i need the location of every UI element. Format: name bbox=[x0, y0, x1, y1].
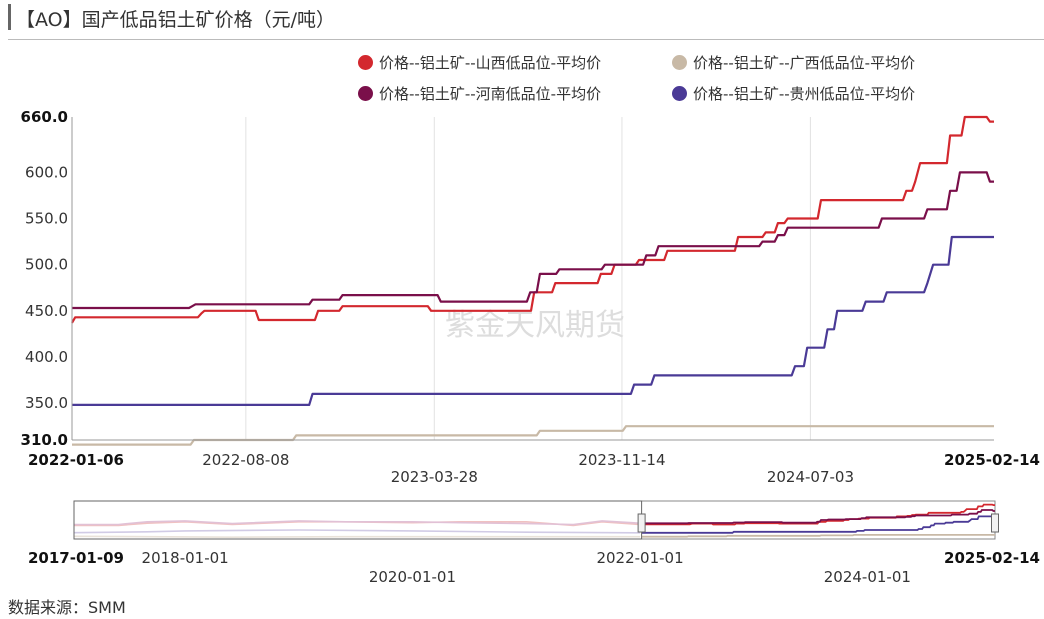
navigator-history-line-3 bbox=[73, 535, 641, 539]
series-line-3 bbox=[72, 235, 994, 406]
data-source: 数据来源：SMM bbox=[8, 598, 126, 617]
title-accent-bar bbox=[8, 4, 11, 30]
navigator-history-line-2 bbox=[73, 529, 641, 534]
chart-title: 【AO】国产低品铝土矿价格（元/吨） bbox=[16, 9, 336, 31]
navigator-tick-label: 2025-02-14 bbox=[944, 549, 1040, 567]
title-bar: 【AO】国产低品铝土矿价格（元/吨） bbox=[0, 0, 1044, 38]
y-tick-label: 660.0 bbox=[21, 108, 68, 126]
series-line-0 bbox=[71, 115, 994, 324]
navigator-tick-label: 2018-01-01 bbox=[142, 549, 229, 567]
legend-label-henan: 价格--铝土矿--河南低品位-平均价 bbox=[379, 84, 602, 103]
legend-marker-icon bbox=[672, 85, 687, 101]
y-tick-label: 600.0 bbox=[25, 163, 68, 181]
x-tick-label: 2024-07-03 bbox=[767, 468, 854, 486]
navigator-unselected-mask bbox=[73, 500, 643, 540]
legend-marker-icon bbox=[358, 54, 373, 70]
navigator-tick-label: 2020-01-01 bbox=[369, 568, 456, 586]
x-tick-label: 2022-01-06 bbox=[28, 451, 124, 469]
range-navigator[interactable]: 2017-01-09 2018-01-01 2020-01-01 2022-01-01… bbox=[28, 500, 1040, 586]
y-tick-label: 400.0 bbox=[25, 348, 68, 366]
legend-label-guizhou: 价格--铝土矿--贵州低品位-平均价 bbox=[693, 84, 916, 103]
grid-lines bbox=[245, 117, 811, 440]
y-tick-label: 450.0 bbox=[25, 302, 68, 320]
legend-label-guangxi: 价格--铝土矿--广西低品位-平均价 bbox=[693, 53, 916, 72]
legend-marker-icon bbox=[672, 54, 687, 70]
y-tick-label: 310.0 bbox=[21, 431, 68, 449]
chart-legend: 价格--铝土矿--山西低品位-平均价 价格--铝土矿--广西低品位-平均价 价格… bbox=[358, 50, 1038, 110]
navigator-series-line-2 bbox=[641, 509, 995, 525]
legend-label-shanxi: 价格--铝土矿--山西低品位-平均价 bbox=[379, 53, 602, 72]
axes: 660.0 600.0 550.0 500.0 450.0 400.0 350.0 310.0… bbox=[21, 108, 1040, 486]
navigator-right-handle bbox=[991, 513, 999, 533]
watermark: 紫金天风期货 bbox=[445, 308, 625, 343]
y-tick-label: 350.0 bbox=[25, 394, 68, 412]
x-tick-label: 2025-02-14 bbox=[944, 451, 1040, 469]
navigator-series-line-0 bbox=[641, 503, 995, 526]
y-tick-label: 500.0 bbox=[25, 256, 68, 274]
navigator-series-line-1 bbox=[641, 534, 995, 538]
navigator-history-line-1 bbox=[74, 520, 641, 526]
legend-item-guizhou[interactable]: 价格--铝土矿--贵州低品位-平均价 bbox=[672, 81, 915, 105]
x-tick-label: 2023-03-28 bbox=[391, 468, 478, 486]
legend-marker-icon bbox=[358, 85, 373, 101]
legend-item-guangxi[interactable]: 价格--铝土矿--广西低品位-平均价 bbox=[672, 50, 915, 74]
x-tick-label: 2022-08-08 bbox=[202, 451, 289, 469]
title-divider bbox=[8, 39, 1044, 40]
legend-item-henan[interactable]: 价格--铝土矿--河南低品位-平均价 bbox=[358, 81, 601, 105]
navigator-left-handle bbox=[637, 513, 646, 533]
y-tick-label: 550.0 bbox=[25, 210, 68, 228]
navigator-series-line-3 bbox=[641, 515, 995, 534]
navigator-tick-label: 2017-01-09 bbox=[28, 549, 124, 567]
series-line-2 bbox=[72, 171, 994, 310]
navigator-tick-label: 2024-01-01 bbox=[824, 568, 911, 586]
series-lines bbox=[71, 115, 994, 446]
navigator-tick-label: 2022-01-01 bbox=[596, 549, 683, 567]
legend-item-shanxi[interactable]: 价格--铝土矿--山西低品位-平均价 bbox=[358, 50, 601, 74]
x-tick-label: 2023-11-14 bbox=[578, 451, 665, 469]
series-line-1 bbox=[72, 425, 994, 446]
